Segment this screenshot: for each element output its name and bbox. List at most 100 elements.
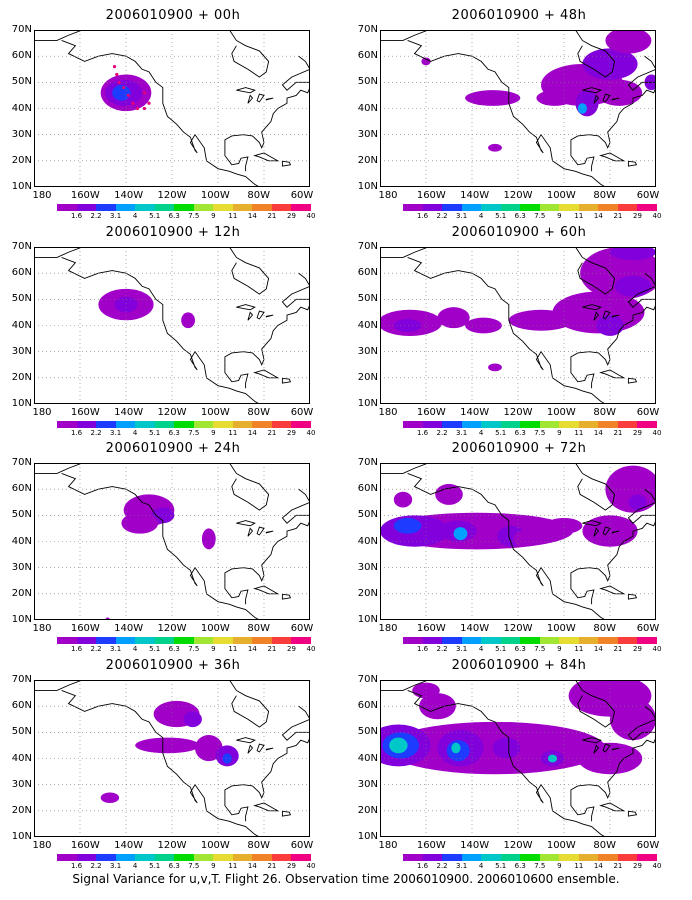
coastline [593, 527, 600, 537]
colorbar-label: 4 [132, 862, 138, 870]
longitude-label: 120W [157, 623, 187, 634]
latitude-label: 10N [11, 181, 32, 192]
colorbar-label: 6.3 [168, 212, 180, 220]
colorbar-swatch [252, 421, 272, 428]
colorbar [57, 421, 311, 428]
colorbar-swatch [403, 637, 423, 644]
coastline [599, 585, 626, 595]
colorbar-label: 9 [211, 862, 216, 870]
colorbar-swatch [271, 854, 292, 861]
panel-title: 2006010900 + 48h [451, 8, 587, 23]
coastline [224, 304, 310, 366]
colorbar-swatch [500, 204, 521, 211]
colorbar-label: 4 [478, 645, 484, 653]
longitude-label: 160W [416, 407, 446, 418]
latitude-label: 20N [11, 587, 32, 599]
colorbar-label: 5.1 [149, 429, 161, 437]
longitude-label: 180 [378, 190, 398, 201]
colorbar-swatch [403, 204, 423, 211]
colorbar-label: 6.3 [514, 212, 526, 220]
latitude-label: 40N [11, 752, 32, 764]
longitude-label: 180 [32, 840, 52, 851]
longitude-label: 80W [593, 407, 616, 418]
coastline [380, 680, 430, 691]
variance-contour [393, 318, 422, 333]
map-frame [34, 247, 310, 404]
colorbar-swatch [559, 637, 579, 644]
latitude-label: 70N [357, 24, 378, 35]
latitude-label: 60N [11, 267, 32, 279]
colorbar-swatch [174, 204, 194, 211]
colorbar-swatch [154, 421, 175, 428]
longitude-label: 60W [636, 840, 660, 851]
latitude-label: 20N [11, 371, 32, 383]
longitude-label: 140W [114, 623, 144, 634]
colorbar-label: 29 [286, 862, 296, 870]
longitude-label: 160W [70, 190, 100, 201]
coastline [247, 744, 254, 754]
coastline [570, 737, 656, 799]
colorbar [403, 421, 657, 428]
longitude-label: 120W [503, 623, 533, 634]
observation-point [135, 106, 140, 111]
coastline [247, 311, 254, 321]
coastline [582, 87, 602, 94]
colorbar-swatch [252, 637, 272, 644]
latitude-label: 10N [357, 831, 378, 842]
colorbar [403, 854, 657, 861]
observation-point [142, 91, 146, 95]
variance-contour [195, 734, 223, 762]
panel-title: 2006010900 + 60h [451, 225, 587, 240]
map-panel: 2006010900 + 84h 70N 60N 50N 40N 30N 20N 10N 180… [346, 650, 692, 870]
coastline [281, 272, 310, 308]
colorbar-label: 29 [286, 429, 296, 437]
colorbar-swatch [461, 421, 482, 428]
longitude-label: 100W [546, 623, 576, 634]
longitude-label: 180 [378, 623, 398, 634]
coastline [611, 314, 620, 318]
coastline [61, 257, 274, 404]
coastline [229, 247, 270, 295]
coastline [611, 97, 620, 101]
colorbar-swatch [520, 204, 540, 211]
colorbar-label: 29 [286, 645, 296, 653]
variance-contour [577, 103, 587, 114]
latitude-label: 30N [357, 345, 378, 357]
longitude-label: 180 [32, 407, 52, 418]
colorbar [57, 637, 311, 644]
colorbar-swatch [461, 204, 482, 211]
latitude-label: 40N [11, 102, 32, 114]
observation-point [147, 101, 151, 105]
colorbar-label: 4 [132, 645, 138, 653]
colorbar-swatch [520, 637, 540, 644]
map-frame [34, 680, 310, 837]
coastline [380, 30, 430, 41]
latitude-label: 60N [11, 50, 32, 62]
colorbar-label: 21 [613, 429, 623, 437]
panel-title: 2006010900 + 36h [105, 658, 241, 673]
latitude-label: 30N [11, 128, 32, 140]
colorbar-swatch [637, 421, 657, 428]
latitude-label: 70N [11, 674, 32, 685]
coastline [236, 304, 256, 311]
coastline [570, 87, 656, 149]
colorbar-label: 4 [132, 212, 138, 220]
coastline [380, 463, 430, 474]
variance-contour [492, 737, 521, 759]
map-panel: 2006010900 + 36h 70N 60N 50N 40N 30N 20N 10N 180… [0, 650, 346, 870]
colorbar-label: 29 [632, 212, 642, 220]
colorbar-label: 2.2 [436, 429, 448, 437]
colorbar-swatch [637, 854, 657, 861]
colorbar-label: 4 [478, 212, 484, 220]
colorbar-swatch [115, 204, 136, 211]
coastline [224, 362, 249, 389]
variance-map [380, 463, 656, 620]
coastline [229, 463, 270, 511]
coastline [570, 304, 656, 366]
variance-contour [114, 296, 138, 313]
coastline [593, 744, 600, 754]
colorbar-swatch [96, 204, 116, 211]
colorbar-swatch [442, 854, 462, 861]
longitude-label: 100W [546, 407, 576, 418]
latitude-label: 60N [11, 700, 32, 712]
